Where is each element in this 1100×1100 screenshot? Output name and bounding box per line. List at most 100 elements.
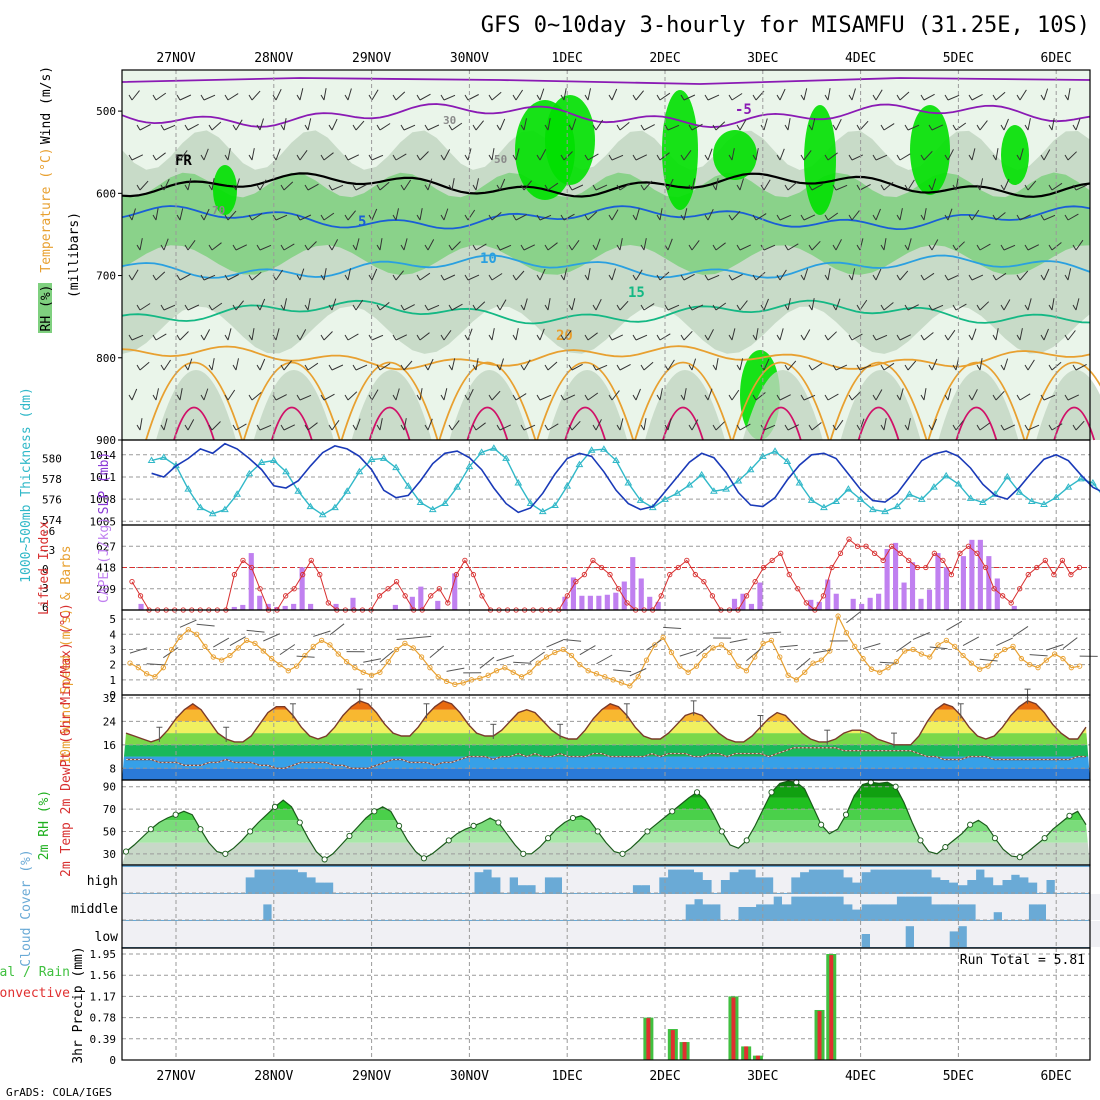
cloud-cell-low — [676, 921, 686, 947]
wind-speed-point — [560, 646, 566, 653]
wind-barb — [1024, 118, 1031, 131]
wind-barb — [472, 358, 479, 371]
cloud-cell-middle — [306, 894, 317, 920]
wind-speed-point — [160, 665, 166, 671]
wind-tick-label: 1 — [109, 674, 116, 687]
li-point — [914, 564, 920, 571]
wind-barb-10m — [263, 633, 281, 642]
li-point — [667, 571, 673, 578]
li-point — [863, 543, 869, 549]
thickness-point — [697, 470, 706, 478]
isotherm-20-arc — [145, 361, 243, 441]
thickness-point — [820, 503, 828, 511]
wind-barb — [1016, 89, 1027, 101]
cloud-cell-low — [157, 921, 167, 947]
wind-barb-10m — [163, 647, 179, 659]
date-label-top: 4DEC — [845, 51, 876, 66]
wind-barb — [848, 333, 863, 341]
li-point — [470, 571, 477, 578]
wind-speed-point — [227, 652, 233, 659]
wind-barb — [448, 178, 455, 191]
cloud-cell-low — [685, 921, 695, 947]
wind-barb — [272, 214, 288, 221]
wind-speed-point — [218, 657, 225, 663]
cloud-cell-low — [218, 921, 229, 947]
cloud-cell-low — [658, 921, 669, 947]
cape-bar — [452, 573, 458, 610]
cloud-cell-middle — [430, 894, 440, 920]
wind-barb — [584, 392, 599, 401]
cloud-cell-middle — [245, 894, 255, 920]
cape-bar — [918, 598, 924, 610]
wind-speed-point — [993, 652, 1000, 659]
wind-barb — [328, 118, 338, 131]
wind-speed-point — [335, 651, 341, 657]
cloud-cell-high — [975, 867, 985, 870]
li-point — [880, 557, 886, 564]
wind-barb-10m — [1029, 654, 1048, 657]
cloud-cell-low — [421, 921, 431, 947]
thickness-point — [746, 465, 755, 473]
wind-barb — [416, 272, 431, 281]
li-label: Lifted Index — [37, 521, 52, 615]
li-point — [743, 593, 750, 599]
wind-barb — [736, 358, 744, 371]
cloud-cell-high — [711, 867, 721, 893]
cloud-cell-high — [509, 867, 519, 878]
wind-barb — [736, 244, 752, 251]
wind-barb — [352, 184, 367, 191]
cloud-cell-high — [922, 867, 933, 870]
wind-barb — [344, 88, 352, 101]
cape-bar — [926, 589, 933, 610]
wind-barb — [560, 394, 576, 401]
thickness-point — [1076, 474, 1085, 482]
wind-speed-point — [743, 668, 750, 674]
cape-bar — [647, 596, 653, 610]
wind-barb — [704, 208, 714, 221]
rh-point — [1066, 812, 1073, 819]
wind-barb — [1024, 244, 1040, 251]
wind-barb — [208, 421, 221, 431]
wind-speed-point — [418, 654, 425, 660]
wind-barb — [208, 178, 215, 191]
cloud-cell-low — [746, 921, 757, 947]
cape-bar — [816, 601, 822, 610]
cloud-cell-middle — [1019, 894, 1029, 920]
cloud-cell-middle — [852, 894, 862, 910]
cloud-cell-middle — [447, 894, 457, 920]
li-point — [428, 593, 434, 599]
wind-barb — [440, 388, 448, 401]
wind-barb — [200, 148, 209, 161]
rh-point — [818, 821, 825, 828]
wind-barb — [344, 268, 351, 281]
wind-barb — [904, 124, 920, 131]
wind-label: Wind (m/s) — [39, 66, 54, 144]
wind-barb — [304, 362, 319, 371]
wind-tick-label: 4 — [109, 628, 116, 641]
temp-color-band — [122, 733, 1090, 745]
cloud-cell-high — [755, 867, 765, 878]
cloud-cell-middle — [122, 894, 132, 920]
wind-barb — [896, 270, 909, 281]
cloud-cell-high — [790, 867, 801, 878]
wind-barb — [640, 180, 653, 191]
wind-barb — [872, 154, 888, 161]
wind-barb-10m — [696, 644, 712, 657]
wind-barb — [1000, 358, 1009, 371]
cloud-cell-low — [870, 921, 880, 947]
wind-barb — [664, 304, 680, 311]
cloud-cell-middle — [271, 894, 281, 920]
wind-barb — [1024, 298, 1032, 311]
wind-speed-point — [477, 675, 483, 681]
cloud-cell-high — [377, 867, 387, 893]
wind-barb-10m — [646, 639, 662, 651]
wind-barb — [488, 328, 495, 341]
wind-barb — [592, 184, 608, 191]
wind-barb — [496, 424, 512, 431]
li-point — [854, 543, 861, 549]
wind-barb — [536, 149, 547, 161]
cape-bar — [909, 562, 916, 610]
cloud-cell-low — [773, 921, 783, 947]
wind-barb — [944, 329, 956, 341]
